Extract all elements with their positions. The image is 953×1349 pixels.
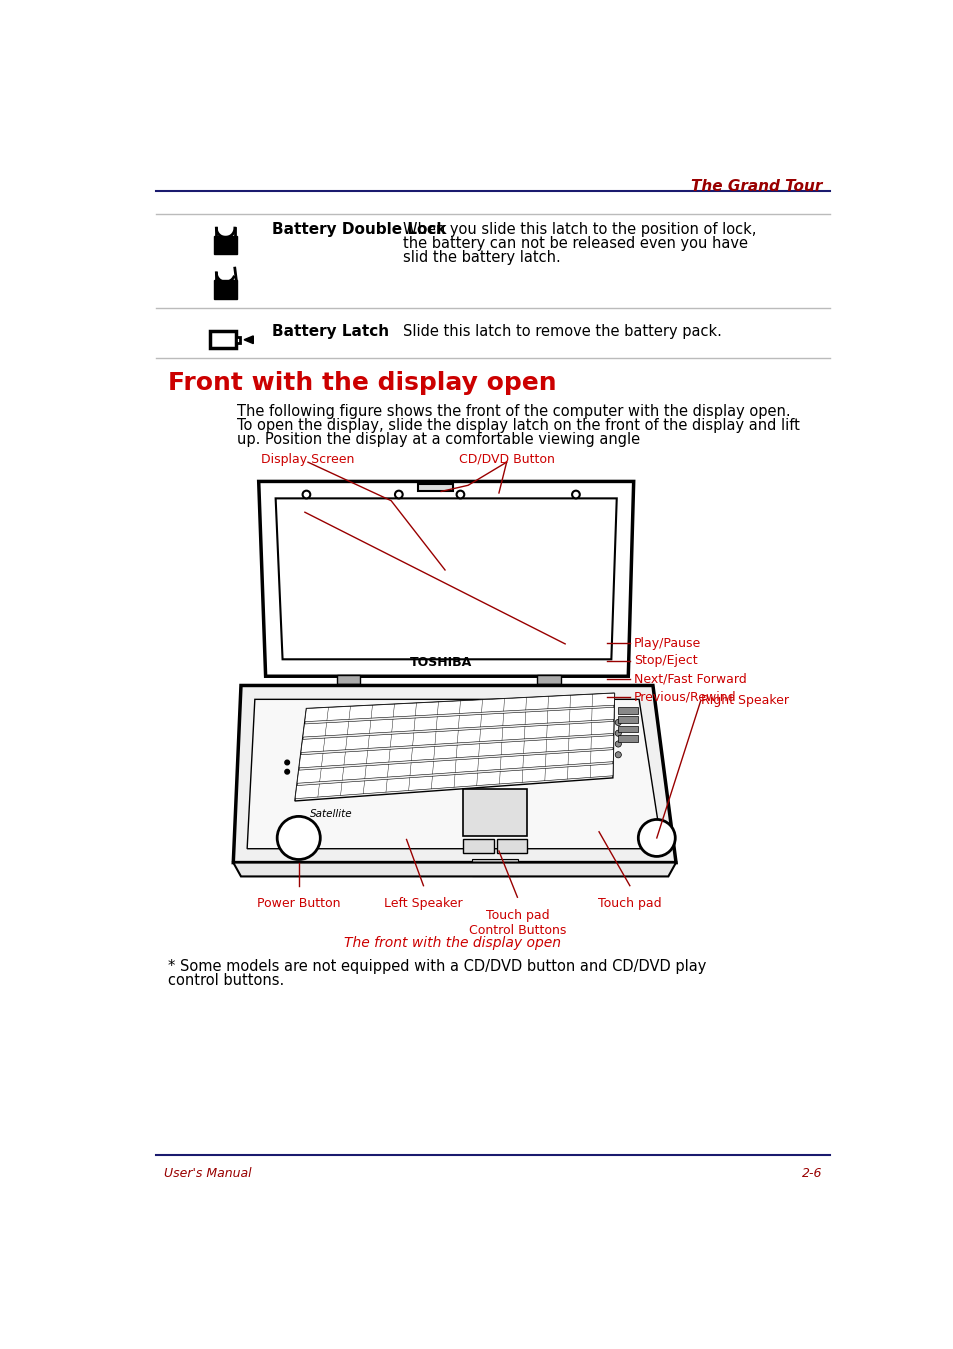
Text: control buttons.: control buttons.: [168, 973, 284, 987]
Text: slid the battery latch.: slid the battery latch.: [402, 250, 559, 264]
Text: TOSHIBA: TOSHIBA: [410, 656, 472, 669]
Text: Display Screen: Display Screen: [261, 453, 355, 465]
Polygon shape: [247, 699, 661, 849]
Circle shape: [615, 719, 620, 726]
Polygon shape: [472, 870, 517, 877]
Text: To open the display, slide the display latch on the front of the display and lif: To open the display, slide the display l…: [237, 418, 800, 433]
Circle shape: [615, 741, 620, 747]
Text: Previous/Rewind: Previous/Rewind: [633, 691, 736, 704]
Text: 2-6: 2-6: [801, 1167, 821, 1180]
Text: The following figure shows the front of the computer with the display open.: The following figure shows the front of …: [237, 405, 790, 420]
Polygon shape: [462, 839, 493, 853]
Polygon shape: [537, 674, 560, 684]
Text: Front with the display open: Front with the display open: [168, 371, 556, 395]
Text: Battery Latch: Battery Latch: [272, 324, 389, 339]
Text: CD/DVD Button: CD/DVD Button: [458, 453, 554, 465]
Polygon shape: [298, 735, 613, 768]
Polygon shape: [294, 764, 613, 799]
Text: Touch pad
Control Buttons: Touch pad Control Buttons: [468, 909, 565, 936]
Polygon shape: [236, 337, 240, 343]
Polygon shape: [618, 735, 637, 742]
Circle shape: [572, 491, 579, 498]
Polygon shape: [302, 707, 614, 737]
Circle shape: [615, 730, 620, 737]
Polygon shape: [244, 336, 253, 344]
Polygon shape: [618, 707, 637, 714]
Text: Right Speaker: Right Speaker: [700, 695, 789, 707]
Polygon shape: [304, 693, 614, 722]
Polygon shape: [210, 332, 236, 348]
Polygon shape: [233, 862, 676, 877]
Polygon shape: [618, 716, 637, 723]
Circle shape: [638, 819, 675, 857]
Polygon shape: [233, 685, 676, 862]
Circle shape: [285, 769, 289, 774]
Text: up. Position the display at a comfortable viewing angle: up. Position the display at a comfortabl…: [237, 432, 639, 447]
Text: The Grand Tour: The Grand Tour: [690, 179, 821, 194]
Text: Satellite: Satellite: [310, 808, 353, 819]
Polygon shape: [417, 484, 453, 491]
Text: the battery can not be released even you have: the battery can not be released even you…: [402, 236, 747, 251]
Polygon shape: [618, 726, 637, 733]
Circle shape: [285, 761, 289, 765]
Polygon shape: [294, 693, 614, 801]
Polygon shape: [275, 498, 616, 660]
Text: Next/Fast Forward: Next/Fast Forward: [633, 672, 745, 685]
Text: Power Button: Power Button: [256, 897, 340, 911]
Text: Stop/Eject: Stop/Eject: [633, 654, 697, 668]
Polygon shape: [472, 859, 517, 865]
Text: When you slide this latch to the position of lock,: When you slide this latch to the positio…: [402, 223, 756, 237]
Text: Play/Pause: Play/Pause: [633, 637, 700, 650]
Circle shape: [302, 491, 310, 498]
Polygon shape: [213, 281, 237, 299]
Polygon shape: [213, 236, 237, 254]
Circle shape: [615, 751, 620, 758]
Polygon shape: [497, 839, 527, 853]
Circle shape: [277, 816, 320, 859]
Text: The front with the display open: The front with the display open: [344, 936, 560, 950]
Polygon shape: [258, 482, 633, 676]
Circle shape: [456, 491, 464, 498]
Polygon shape: [296, 750, 613, 784]
Text: Slide this latch to remove the battery pack.: Slide this latch to remove the battery p…: [402, 324, 720, 339]
Text: Battery Double Lock: Battery Double Lock: [272, 223, 446, 237]
Text: User's Manual: User's Manual: [164, 1167, 252, 1180]
Polygon shape: [300, 722, 614, 753]
Text: * Some models are not equipped with a CD/DVD button and CD/DVD play: * Some models are not equipped with a CD…: [168, 959, 705, 974]
Text: Left Speaker: Left Speaker: [384, 897, 462, 911]
Text: Touch pad: Touch pad: [598, 897, 661, 911]
Polygon shape: [336, 674, 360, 684]
Polygon shape: [462, 789, 527, 835]
Circle shape: [395, 491, 402, 498]
